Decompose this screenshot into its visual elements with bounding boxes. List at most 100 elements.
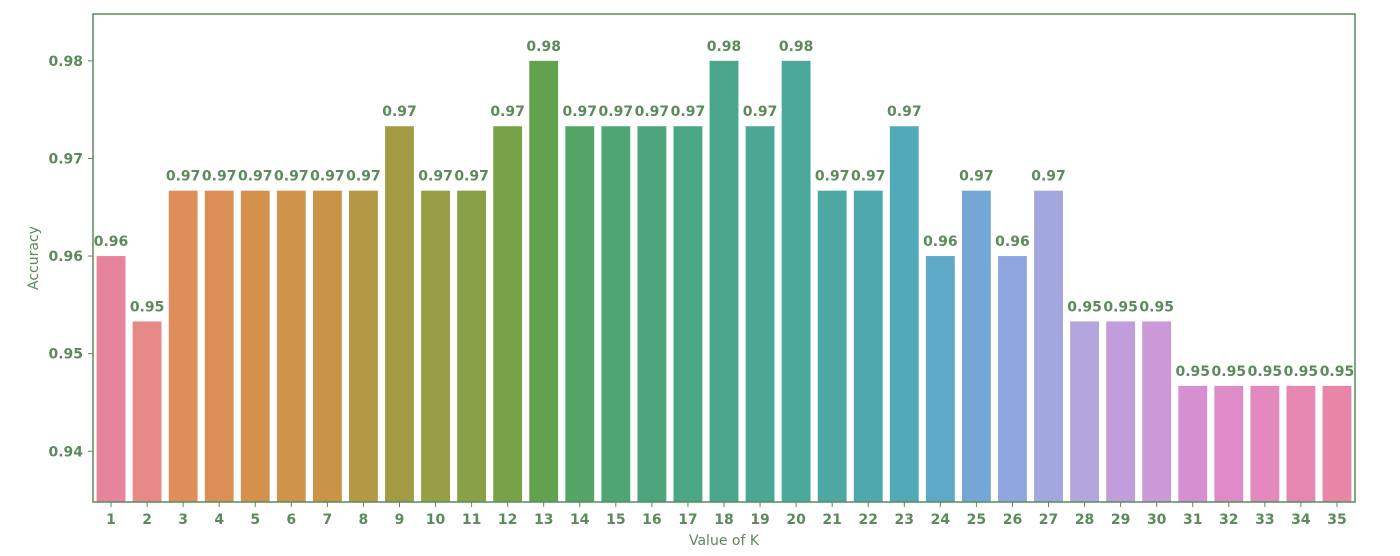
x-tick-label-33: 33 <box>1255 512 1274 528</box>
data-label-k-13: 0.98 <box>526 39 561 55</box>
data-label-k-32: 0.95 <box>1212 364 1247 380</box>
x-tick-label-27: 27 <box>1039 512 1058 528</box>
data-label-k-21: 0.97 <box>815 169 850 185</box>
x-tick-label-2: 2 <box>142 512 152 528</box>
x-tick-label-26: 26 <box>1003 512 1022 528</box>
bar-k-15 <box>601 126 631 503</box>
bar-k-3 <box>168 190 198 502</box>
x-tick-label-14: 14 <box>570 512 590 528</box>
x-tick-label-1: 1 <box>106 512 116 528</box>
bar-k-22 <box>853 190 883 502</box>
x-tick-label-13: 13 <box>534 512 553 528</box>
bar-k-8 <box>349 190 378 502</box>
bar-k-31 <box>1178 385 1208 502</box>
data-label-k-6: 0.97 <box>274 169 309 185</box>
x-tick-label-12: 12 <box>498 512 517 528</box>
y-tick-label-0.94: 0.94 <box>48 444 83 460</box>
bar-k-14 <box>565 126 595 503</box>
x-tick-label-22: 22 <box>858 512 877 528</box>
x-tick-label-8: 8 <box>359 512 369 528</box>
x-tick-label-20: 20 <box>786 512 806 528</box>
x-axis-title: Value of K <box>689 533 760 549</box>
bar-k-9 <box>385 126 414 503</box>
data-label-k-26: 0.96 <box>995 234 1030 250</box>
x-tick-label-24: 24 <box>931 512 951 528</box>
bar-k-1 <box>96 256 126 502</box>
data-label-k-8: 0.97 <box>346 169 381 185</box>
data-label-k-33: 0.95 <box>1248 364 1283 380</box>
data-label-k-18: 0.98 <box>707 39 742 55</box>
data-label-k-17: 0.97 <box>671 104 706 120</box>
bar-k-26 <box>998 256 1027 502</box>
bar-k-6 <box>276 190 306 502</box>
data-label-k-19: 0.97 <box>743 104 778 120</box>
x-tick-label-29: 29 <box>1111 512 1130 528</box>
bar-k-19 <box>745 126 775 503</box>
data-label-k-1: 0.96 <box>94 234 129 250</box>
x-tick-label-30: 30 <box>1147 512 1167 528</box>
bar-k-11 <box>457 190 487 502</box>
bar-k-13 <box>529 60 559 502</box>
bar-k-24 <box>925 256 955 502</box>
data-label-k-27: 0.97 <box>1031 169 1066 185</box>
x-tick-label-25: 25 <box>967 512 986 528</box>
x-tick-label-9: 9 <box>395 512 405 528</box>
data-label-k-24: 0.96 <box>923 234 958 250</box>
x-tick-label-16: 16 <box>642 512 661 528</box>
bars-layer <box>96 60 1352 503</box>
x-tick-label-23: 23 <box>895 512 914 528</box>
bar-k-28 <box>1070 321 1099 502</box>
data-label-k-9: 0.97 <box>382 104 417 120</box>
data-label-k-3: 0.97 <box>166 169 201 185</box>
bar-k-5 <box>240 190 270 502</box>
bar-k-35 <box>1322 385 1352 502</box>
data-label-k-16: 0.97 <box>635 104 670 120</box>
x-axis-ticks: 1 2 3 4 5 6 7 8 9 10 11 12 13 14 15 16 17 18 19 20 21 22 23 24 2… <box>106 502 1347 528</box>
x-tick-label-7: 7 <box>322 512 332 528</box>
data-label-k-28: 0.95 <box>1067 299 1102 315</box>
data-labels-layer: 0.960.950.97 0.97 0.97 0.97 0.97 0.970.970.97… <box>94 39 1354 380</box>
data-label-k-30: 0.95 <box>1139 299 1174 315</box>
bar-k-10 <box>421 190 450 502</box>
data-label-k-11: 0.97 <box>454 169 489 185</box>
data-label-k-31: 0.95 <box>1175 364 1210 380</box>
x-tick-label-15: 15 <box>606 512 625 528</box>
x-tick-label-19: 19 <box>750 512 769 528</box>
y-axis-ticks: 0.94 0.95 0.96 0.97 0.98 <box>48 54 93 460</box>
data-label-k-10: 0.97 <box>418 169 453 185</box>
bar-k-21 <box>817 190 847 502</box>
bar-k-12 <box>493 126 523 503</box>
data-label-k-29: 0.95 <box>1103 299 1138 315</box>
bar-k-23 <box>889 126 919 503</box>
y-tick-label-0.95: 0.95 <box>48 347 83 363</box>
bar-k-30 <box>1142 321 1172 502</box>
x-tick-label-3: 3 <box>178 512 188 528</box>
data-label-k-20: 0.98 <box>779 39 814 55</box>
bar-k-20 <box>781 60 811 502</box>
data-label-k-34: 0.95 <box>1284 364 1319 380</box>
x-tick-label-31: 31 <box>1183 512 1202 528</box>
x-tick-label-21: 21 <box>822 512 841 528</box>
bar-k-33 <box>1250 385 1280 502</box>
x-tick-label-4: 4 <box>214 512 224 528</box>
x-tick-label-28: 28 <box>1075 512 1094 528</box>
y-tick-label-0.96: 0.96 <box>48 249 83 265</box>
bar-k-7 <box>312 190 342 502</box>
bar-k-17 <box>673 126 703 503</box>
data-label-k-22: 0.97 <box>851 169 886 185</box>
x-tick-label-17: 17 <box>678 512 697 528</box>
y-axis-title: Accuracy <box>26 226 42 290</box>
bar-k-29 <box>1106 321 1136 502</box>
bar-k-2 <box>132 321 162 502</box>
bar-k-18 <box>709 60 739 502</box>
data-label-k-5: 0.97 <box>238 169 273 185</box>
data-label-k-12: 0.97 <box>490 104 525 120</box>
y-tick-label-0.98: 0.98 <box>48 54 83 70</box>
x-tick-label-11: 11 <box>462 512 481 528</box>
x-tick-label-10: 10 <box>426 512 446 528</box>
x-tick-label-18: 18 <box>714 512 733 528</box>
bar-k-25 <box>961 190 991 502</box>
x-tick-label-32: 32 <box>1219 512 1238 528</box>
